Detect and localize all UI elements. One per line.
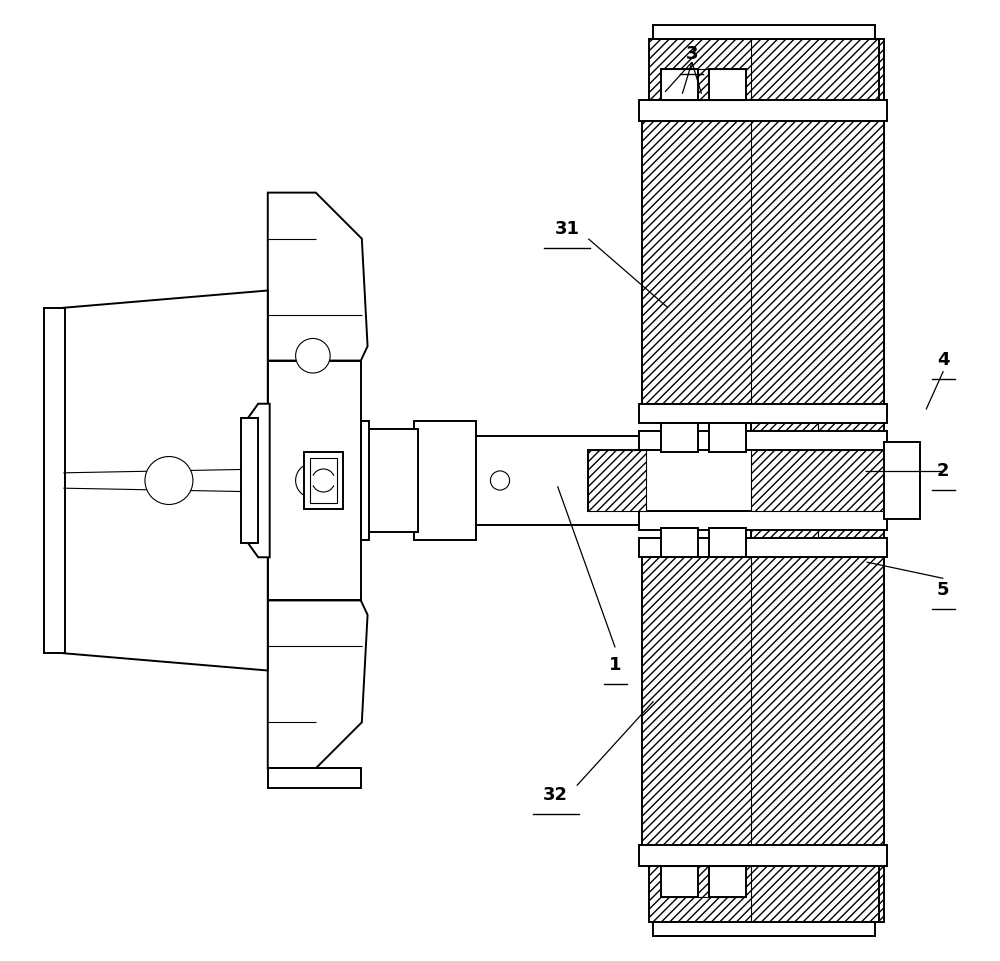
Bar	[268, 769, 361, 788]
Text: 3: 3	[686, 45, 698, 63]
Bar	[268, 360, 361, 601]
Bar	[639, 845, 887, 866]
Bar	[661, 866, 698, 897]
Bar	[649, 39, 879, 121]
Bar	[588, 450, 646, 511]
Bar	[639, 404, 887, 423]
Bar	[709, 69, 746, 100]
Text: 4: 4	[937, 351, 950, 369]
Text: 1: 1	[609, 655, 621, 674]
Circle shape	[296, 463, 330, 498]
Bar	[639, 511, 887, 530]
Bar	[639, 538, 887, 557]
Bar	[661, 529, 698, 557]
Polygon shape	[63, 290, 268, 671]
Bar	[414, 421, 476, 540]
Bar	[44, 308, 65, 653]
Polygon shape	[249, 404, 270, 557]
Bar	[639, 431, 887, 450]
Bar	[241, 418, 258, 543]
Bar	[884, 442, 920, 519]
Circle shape	[145, 456, 193, 505]
Bar	[361, 421, 369, 540]
Bar	[366, 429, 418, 532]
Bar	[310, 458, 337, 503]
Bar	[304, 452, 343, 509]
Bar	[751, 450, 884, 511]
Text: 5: 5	[937, 580, 950, 599]
Text: 2: 2	[937, 462, 950, 480]
Bar	[661, 69, 698, 100]
Bar	[649, 845, 879, 922]
Bar	[639, 100, 887, 121]
Bar	[471, 436, 642, 525]
Text: 31: 31	[555, 220, 580, 238]
Bar	[642, 121, 884, 404]
Bar	[653, 922, 875, 936]
Bar	[642, 557, 884, 845]
Bar	[661, 423, 698, 452]
Bar	[709, 866, 746, 897]
Bar	[709, 423, 746, 452]
Bar	[709, 529, 746, 557]
Circle shape	[296, 338, 330, 373]
Polygon shape	[268, 192, 368, 360]
Bar	[588, 450, 889, 511]
Bar	[653, 25, 875, 39]
Text: 32: 32	[543, 786, 568, 804]
Circle shape	[490, 471, 510, 490]
Polygon shape	[268, 601, 368, 769]
Bar	[751, 39, 884, 922]
